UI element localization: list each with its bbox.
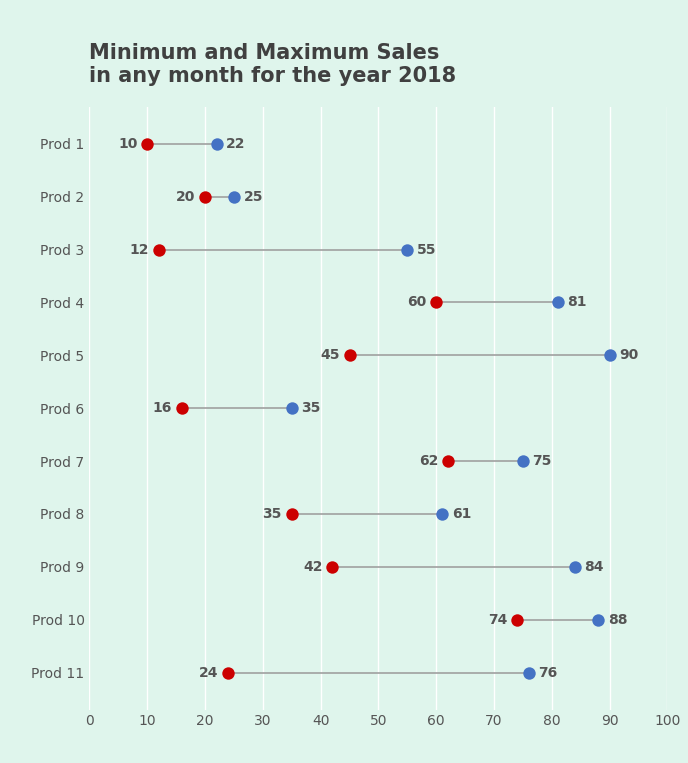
Text: 25: 25: [244, 190, 263, 204]
Text: Minimum and Maximum Sales
in any month for the year 2018: Minimum and Maximum Sales in any month f…: [89, 43, 457, 85]
Point: [436, 508, 447, 520]
Point: [517, 455, 528, 467]
Point: [431, 296, 442, 308]
Point: [327, 561, 338, 573]
Point: [512, 613, 523, 626]
Text: 22: 22: [226, 137, 246, 151]
Point: [570, 561, 581, 573]
Text: 24: 24: [199, 665, 218, 680]
Point: [402, 243, 413, 256]
Point: [344, 349, 355, 362]
Point: [200, 191, 211, 203]
Text: 20: 20: [176, 190, 195, 204]
Point: [211, 138, 222, 150]
Text: 12: 12: [129, 243, 149, 256]
Point: [176, 402, 187, 414]
Point: [442, 455, 453, 467]
Text: 16: 16: [153, 401, 172, 415]
Text: 88: 88: [608, 613, 627, 626]
Text: 45: 45: [321, 349, 340, 362]
Text: 42: 42: [303, 560, 323, 574]
Text: 84: 84: [585, 560, 604, 574]
Text: 10: 10: [118, 137, 138, 151]
Point: [592, 613, 603, 626]
Text: 75: 75: [533, 454, 552, 468]
Point: [153, 243, 164, 256]
Point: [523, 666, 534, 678]
Point: [223, 666, 234, 678]
Point: [228, 191, 239, 203]
Text: 55: 55: [417, 243, 436, 256]
Text: 61: 61: [452, 507, 471, 521]
Text: 76: 76: [539, 665, 558, 680]
Text: 60: 60: [407, 295, 427, 310]
Text: 90: 90: [619, 349, 638, 362]
Point: [286, 402, 297, 414]
Point: [286, 508, 297, 520]
Text: 35: 35: [263, 507, 282, 521]
Text: 74: 74: [488, 613, 507, 626]
Point: [604, 349, 615, 362]
Text: 81: 81: [568, 295, 587, 310]
Point: [552, 296, 563, 308]
Text: 62: 62: [419, 454, 438, 468]
Text: 35: 35: [301, 401, 321, 415]
Point: [142, 138, 153, 150]
